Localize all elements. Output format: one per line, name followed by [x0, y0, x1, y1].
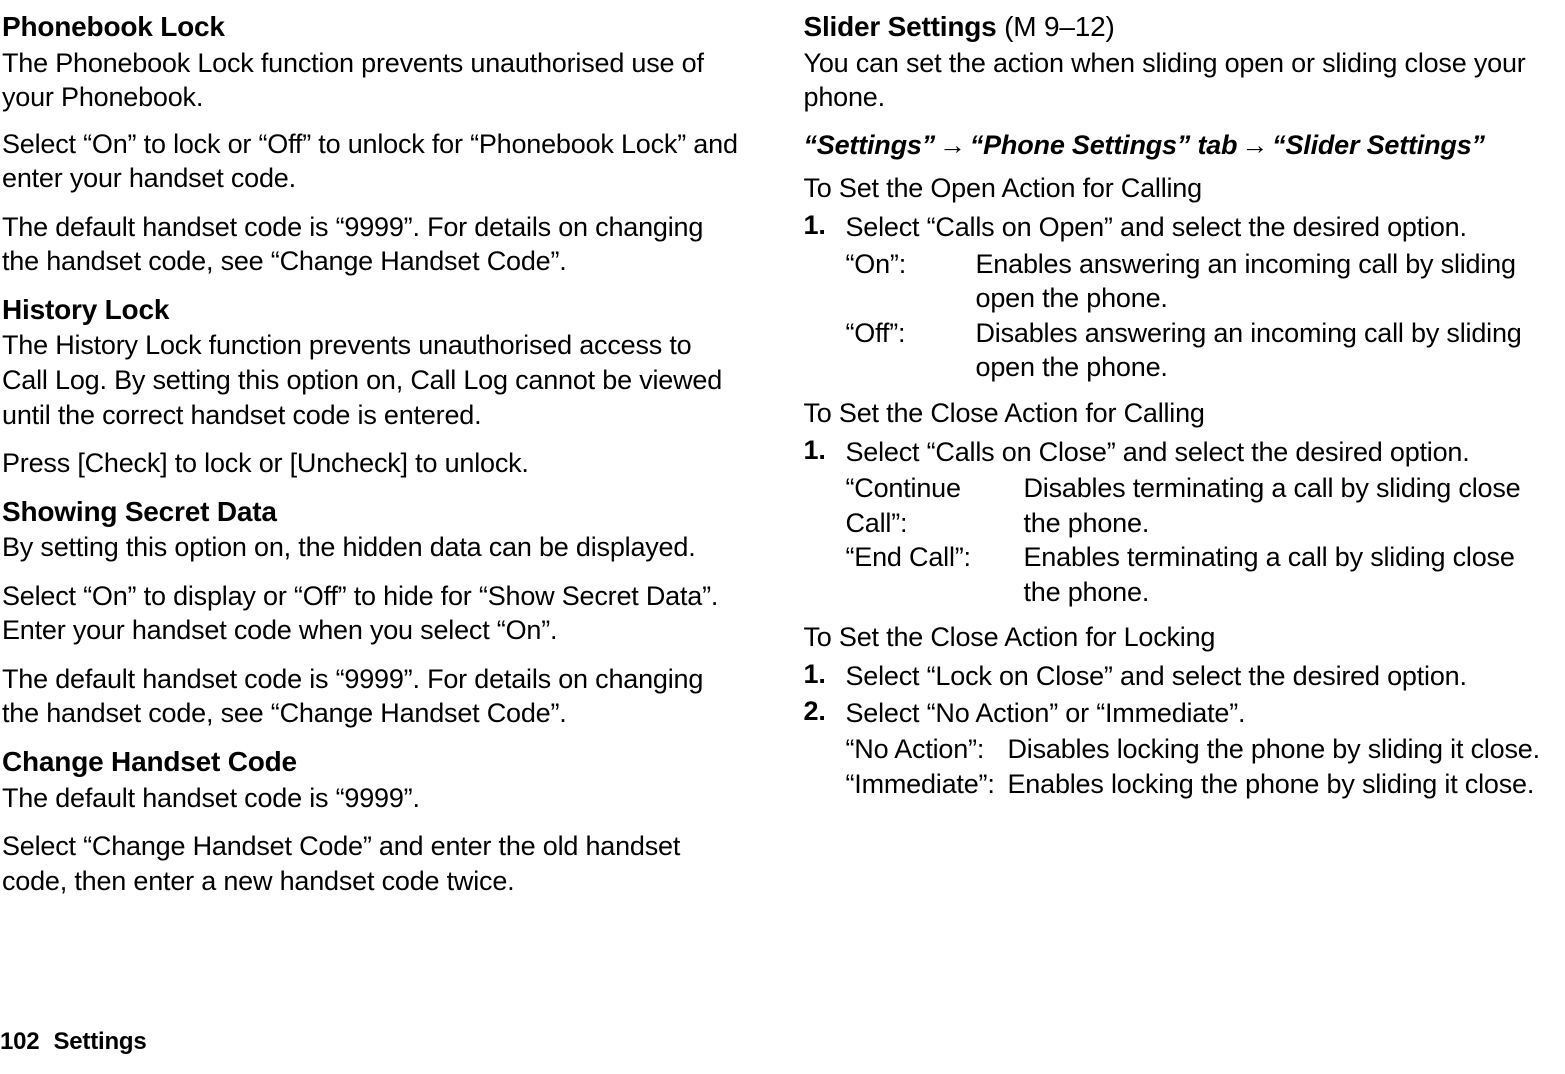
- arrow-icon: →: [935, 130, 970, 160]
- secret-data-heading: Showing Secret Data: [2, 495, 744, 529]
- definition-term: “Immediate”:: [846, 767, 1008, 802]
- definition-row: “Continue Call”:Disables terminating a c…: [846, 471, 1546, 540]
- page-footer: 102 Settings: [0, 1028, 147, 1056]
- nav-path: “Settings”→“Phone Settings” tab→“Slider …: [804, 129, 1546, 163]
- step-list: 1. Select “Calls on Open” and select the…: [804, 210, 1546, 385]
- left-column: Phonebook Lock The Phonebook Lock functi…: [0, 10, 744, 1054]
- body-text: Press [Check] to lock or [Uncheck] to un…: [2, 446, 744, 481]
- menu-code: (M 9–12): [1004, 11, 1114, 42]
- arrow-icon: →: [1237, 130, 1272, 160]
- definition-description: Disables locking the phone by sliding it…: [1008, 732, 1540, 767]
- definition-description: Disables terminating a call by sliding c…: [1024, 471, 1546, 540]
- change-code-heading: Change Handset Code: [2, 745, 744, 779]
- step-text: Select “Lock on Close” and select the de…: [846, 659, 1467, 694]
- body-text: The Phonebook Lock function prevents una…: [2, 46, 744, 115]
- step-text: Select “Calls on Close” and select the d…: [846, 435, 1546, 470]
- body-text: The default handset code is “9999”. For …: [2, 210, 744, 279]
- definition-description: Enables locking the phone by sliding it …: [1008, 767, 1535, 802]
- heading-text: Slider Settings: [804, 11, 997, 42]
- definition-row: “Immediate”:Enables locking the phone by…: [846, 767, 1540, 802]
- manual-page: Phonebook Lock The Phonebook Lock functi…: [0, 0, 1565, 1074]
- definition-row: “End Call”:Enables terminating a call by…: [846, 540, 1546, 609]
- definition-row: “No Action”:Disables locking the phone b…: [846, 732, 1540, 767]
- definition-term: “On”:: [846, 247, 976, 316]
- definition-list: “Continue Call”:Disables terminating a c…: [846, 471, 1546, 609]
- right-column: Slider Settings (M 9–12) You can set the…: [804, 10, 1546, 1054]
- definition-description: Disables answering an incoming call by s…: [976, 316, 1546, 385]
- subheading: To Set the Open Action for Calling: [804, 172, 1546, 206]
- step-number: 1.: [804, 435, 846, 610]
- step-content: Select “Lock on Close” and select the de…: [846, 659, 1467, 694]
- nav-item: “Phone Settings” tab: [970, 130, 1238, 160]
- step-content: Select “Calls on Open” and select the de…: [846, 210, 1546, 385]
- definition-row: “Off”:Disables answering an incoming cal…: [846, 316, 1546, 385]
- nav-item: “Settings”: [804, 130, 936, 160]
- definition-term: “End Call”:: [846, 540, 1024, 609]
- body-text: Select “On” to lock or “Off” to unlock f…: [2, 127, 744, 196]
- step-number: 2.: [804, 696, 846, 802]
- phonebook-lock-heading: Phonebook Lock: [2, 10, 744, 44]
- definition-list: “No Action”:Disables locking the phone b…: [846, 732, 1540, 801]
- body-text: Select “On” to display or “Off” to hide …: [2, 579, 744, 648]
- body-text: You can set the action when sliding open…: [804, 46, 1546, 115]
- step-number: 1.: [804, 210, 846, 385]
- section-name: Settings: [53, 1028, 146, 1055]
- subheading: To Set the Close Action for Locking: [804, 621, 1546, 655]
- step-list: 1. Select “Lock on Close” and select the…: [804, 659, 1546, 801]
- step-content: Select “Calls on Close” and select the d…: [846, 435, 1546, 610]
- step-item: 1. Select “Calls on Close” and select th…: [804, 435, 1546, 610]
- slider-settings-heading: Slider Settings (M 9–12): [804, 10, 1546, 44]
- step-item: 1. Select “Lock on Close” and select the…: [804, 659, 1546, 694]
- definition-list: “On”:Enables answering an incoming call …: [846, 247, 1546, 385]
- definition-term: “Continue Call”:: [846, 471, 1024, 540]
- definition-term: “No Action”:: [846, 732, 1008, 767]
- step-item: 1. Select “Calls on Open” and select the…: [804, 210, 1546, 385]
- step-list: 1. Select “Calls on Close” and select th…: [804, 435, 1546, 610]
- body-text: Select “Change Handset Code” and enter t…: [2, 829, 744, 898]
- definition-description: Enables answering an incoming call by sl…: [976, 247, 1546, 316]
- body-text: By setting this option on, the hidden da…: [2, 530, 744, 565]
- body-text: The History Lock function prevents unaut…: [2, 328, 744, 432]
- body-text: The default handset code is “9999”. For …: [2, 662, 744, 731]
- definition-row: “On”:Enables answering an incoming call …: [846, 247, 1546, 316]
- step-content: Select “No Action” or “Immediate”. “No A…: [846, 696, 1540, 802]
- subheading: To Set the Close Action for Calling: [804, 397, 1546, 431]
- body-text: The default handset code is “9999”.: [2, 781, 744, 816]
- step-text: Select “Calls on Open” and select the de…: [846, 210, 1546, 245]
- nav-item: “Slider Settings”: [1272, 130, 1485, 160]
- history-lock-heading: History Lock: [2, 293, 744, 327]
- page-number: 102: [0, 1028, 39, 1055]
- definition-description: Enables terminating a call by sliding cl…: [1024, 540, 1546, 609]
- step-item: 2. Select “No Action” or “Immediate”. “N…: [804, 696, 1546, 802]
- step-number: 1.: [804, 659, 846, 694]
- definition-term: “Off”:: [846, 316, 976, 385]
- step-text: Select “No Action” or “Immediate”.: [846, 696, 1540, 731]
